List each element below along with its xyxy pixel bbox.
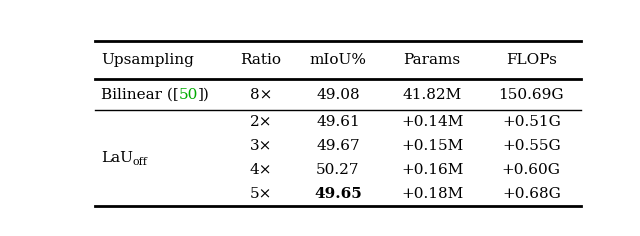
Text: +0.55G: +0.55G <box>502 139 561 153</box>
Text: 41.82M: 41.82M <box>403 88 462 102</box>
Text: FLOPs: FLOPs <box>506 53 557 67</box>
Text: +0.14M: +0.14M <box>401 115 463 129</box>
Text: +0.51G: +0.51G <box>502 115 561 129</box>
Text: 49.65: 49.65 <box>314 187 362 201</box>
Text: +0.18M: +0.18M <box>401 187 463 201</box>
Text: LaU: LaU <box>101 151 133 165</box>
Text: 2×: 2× <box>250 115 272 129</box>
Text: 150.69G: 150.69G <box>499 88 564 102</box>
Text: 49.67: 49.67 <box>316 139 360 153</box>
Text: +0.60G: +0.60G <box>502 163 561 177</box>
Text: 50: 50 <box>179 88 198 102</box>
Text: 3×: 3× <box>250 139 272 153</box>
Text: 4×: 4× <box>250 163 272 177</box>
Text: Bilinear ([: Bilinear ([ <box>101 88 179 102</box>
Text: 49.08: 49.08 <box>316 88 360 102</box>
Text: +0.16M: +0.16M <box>401 163 463 177</box>
Text: Params: Params <box>404 53 461 67</box>
Text: ]): ]) <box>198 88 210 102</box>
Text: Ratio: Ratio <box>241 53 282 67</box>
Text: 8×: 8× <box>250 88 272 102</box>
Text: off: off <box>133 157 148 167</box>
Text: 49.61: 49.61 <box>316 115 360 129</box>
Text: Upsampling: Upsampling <box>101 53 194 67</box>
Text: +0.15M: +0.15M <box>401 139 463 153</box>
Text: 5×: 5× <box>250 187 272 201</box>
Text: mIoU%: mIoU% <box>309 53 367 67</box>
Text: +0.68G: +0.68G <box>502 187 561 201</box>
Text: 50.27: 50.27 <box>316 163 360 177</box>
